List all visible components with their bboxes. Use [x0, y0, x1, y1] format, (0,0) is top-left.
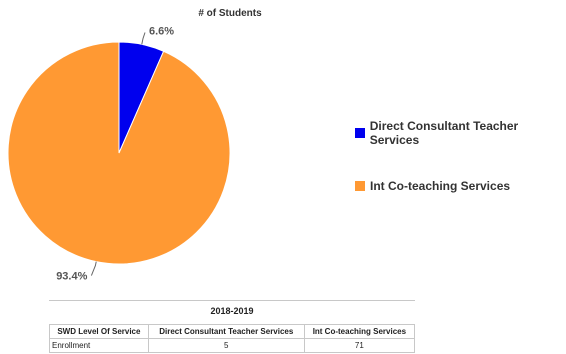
table-header-row: SWD Level Of Service Direct Consultant T… [49, 324, 416, 339]
table-cell: Enrollment [49, 338, 149, 353]
connector-line-1 [90, 261, 97, 276]
legend-item-int-co-teaching[interactable]: Int Co-teaching Services [355, 179, 566, 193]
table-cell: 71 [303, 338, 416, 353]
legend-swatch-int-co-teaching [355, 181, 365, 191]
table-caption: 2018-2019 [210, 306, 254, 316]
chart-title: # of Students [198, 8, 262, 19]
pie-chart: 6.6% 93.4% [7, 25, 231, 283]
data-table: SWD Level Of Service Direct Consultant T… [49, 324, 416, 353]
chart-legend: Direct Consultant Teacher Services Int C… [355, 119, 566, 232]
legend-label-direct-consultant: Direct Consultant Teacher Services [369, 119, 519, 147]
table-row: Enrollment 5 71 [49, 338, 416, 353]
slice-label-1: 93.4% [56, 271, 87, 283]
table-cell: 5 [147, 338, 305, 353]
slice-label-0: 6.6% [149, 25, 174, 37]
connector-line-0 [141, 32, 146, 45]
table-divider [49, 300, 415, 301]
legend-label-int-co-teaching: Int Co-teaching Services [370, 179, 511, 193]
legend-item-direct-consultant[interactable]: Direct Consultant Teacher Services [355, 119, 566, 147]
data-table-section: 2018-2019 SWD Level Of Service Direct Co… [49, 300, 416, 353]
table-header-cell: SWD Level Of Service [49, 324, 149, 339]
pie-slice-1[interactable] [7, 41, 231, 265]
table-header-cell: Int Co-teaching Services [303, 324, 416, 339]
table-header-cell: Direct Consultant Teacher Services [147, 324, 305, 339]
legend-swatch-direct-consultant [355, 128, 365, 138]
